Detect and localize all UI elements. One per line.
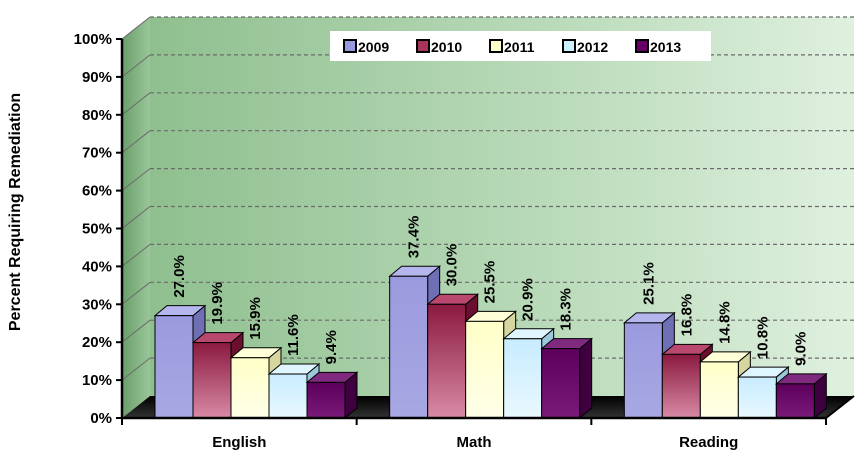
legend-label: 2013 <box>650 39 681 55</box>
gridline-side <box>121 244 151 267</box>
gridline-side <box>121 130 151 154</box>
data-label: 16.8% <box>678 294 695 337</box>
gridline-side <box>121 16 151 40</box>
y-tick-label: 100% <box>74 31 112 48</box>
bar-english-2013 <box>305 371 359 420</box>
data-label: 37.4% <box>406 216 423 259</box>
bar-math-2013 <box>540 337 594 420</box>
legend-label: 2012 <box>577 39 608 55</box>
bars <box>153 265 828 420</box>
data-labels: 27.0% 19.9% 15.9% 11.6% 9.4% 37.4% 30.0% 25.5% 2… <box>171 216 809 366</box>
legend: 2009 2010 2011 2012 2013 <box>330 31 711 61</box>
x-category-label: Reading <box>679 434 738 451</box>
legend-label: 2010 <box>431 39 462 55</box>
data-label: 19.9% <box>209 282 226 325</box>
data-label: 11.6% <box>285 314 302 356</box>
y-tick-label: 80% <box>82 107 112 124</box>
x-axis-depth <box>825 395 855 419</box>
data-label: 15.9% <box>247 297 264 340</box>
y-tick-label: 10% <box>82 372 112 389</box>
data-label: 20.9% <box>520 278 537 321</box>
legend-swatch <box>562 39 576 53</box>
gridline-side <box>121 206 151 229</box>
y-tick-label: 40% <box>82 258 112 275</box>
gridline-side <box>121 54 151 78</box>
y-axis: 0% 10% 20% 30% 40% 50% 60% 70% 80% 90% 100% <box>74 31 124 427</box>
legend-item-2010: 2010 <box>416 39 462 55</box>
y-tick-label: 20% <box>82 334 112 351</box>
gridline-side <box>121 281 151 305</box>
data-label: 30.0% <box>444 244 461 287</box>
data-label: 10.8% <box>754 317 771 360</box>
legend-label: 2009 <box>358 39 389 55</box>
y-tick-label: 70% <box>82 145 112 162</box>
legend-item-2013: 2013 <box>635 39 681 55</box>
data-label: 25.5% <box>482 261 499 304</box>
legend-item-2012: 2012 <box>562 39 608 55</box>
y-axis-label: Percent Requiring Remediation <box>7 93 24 331</box>
x-category-label: Math <box>457 434 492 451</box>
gridline-side <box>121 168 151 191</box>
bar-reading-2013 <box>774 372 828 420</box>
legend-swatch <box>343 39 357 53</box>
legend-item-2011: 2011 <box>489 39 535 55</box>
bar-english-2011 <box>229 346 283 420</box>
data-label: 18.3% <box>558 288 575 331</box>
data-label: 9.0% <box>792 332 809 366</box>
y-tick-label: 30% <box>82 296 112 313</box>
legend-label: 2011 <box>504 39 535 55</box>
data-label: 14.8% <box>716 301 733 344</box>
x-category-label: English <box>212 434 266 451</box>
legend-swatch <box>416 39 430 53</box>
data-label: 25.1% <box>640 262 657 305</box>
x-axis: English Math Reading <box>121 395 855 451</box>
y-tick-label: 60% <box>82 183 112 200</box>
gridline-side <box>121 319 151 343</box>
legend-swatch <box>489 39 503 53</box>
data-label: 9.4% <box>323 330 340 364</box>
legend-swatch <box>635 39 649 53</box>
gridline-side <box>121 357 151 381</box>
y-tick-label: 50% <box>82 221 112 238</box>
y-tick-label: 90% <box>82 69 112 86</box>
y-tick-label: 0% <box>90 410 112 427</box>
gridline-side <box>121 92 151 116</box>
legend-item-2009: 2009 <box>343 39 389 55</box>
data-label: 27.0% <box>171 255 188 298</box>
